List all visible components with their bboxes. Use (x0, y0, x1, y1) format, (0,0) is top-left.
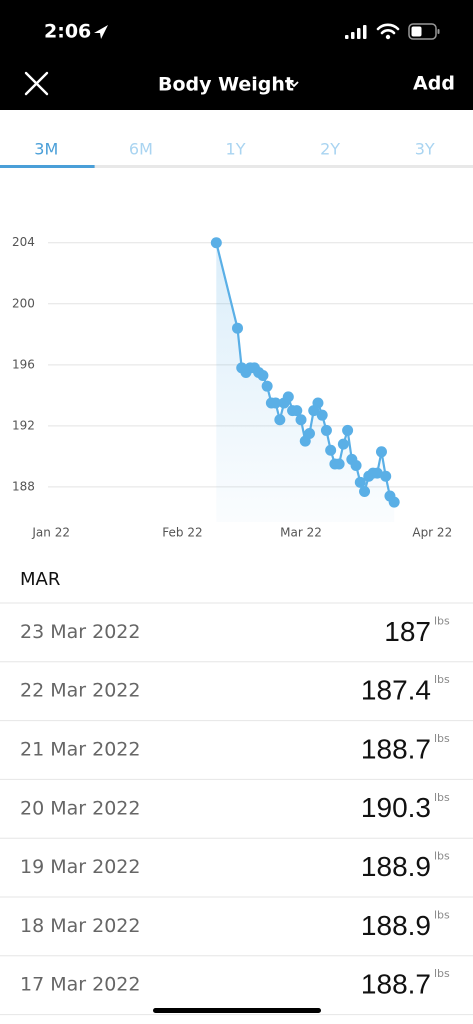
y-tick-label: 204 (12, 235, 35, 249)
data-point (261, 380, 273, 392)
section-header: MAR (20, 569, 60, 590)
row-value[interactable]: 188.7 (361, 969, 431, 1000)
data-point (333, 458, 345, 470)
battery-level (411, 26, 422, 37)
row-value[interactable]: 187.4 (361, 675, 431, 706)
battery-icon (408, 23, 437, 40)
row-unit: lbs (434, 614, 450, 627)
data-point (295, 414, 307, 426)
row-unit: lbs (434, 908, 450, 921)
row-value[interactable]: 190.3 (361, 792, 431, 823)
row-unit: lbs (434, 791, 450, 804)
battery-tip (437, 29, 440, 34)
data-point (232, 322, 243, 334)
tab[interactable]: 1Y (226, 140, 246, 159)
wifi-icon (376, 23, 400, 35)
signal-icon (345, 25, 367, 39)
data-point (316, 409, 328, 421)
y-tick-label: 196 (12, 357, 35, 371)
x-tick-label: Feb 22 (162, 526, 202, 540)
home-indicator (153, 1008, 321, 1013)
row-date[interactable]: 17 Mar 2022 (20, 974, 140, 996)
row-unit: lbs (434, 967, 450, 980)
tab[interactable]: 3Y (415, 140, 435, 159)
row-value[interactable]: 188.9 (361, 910, 431, 941)
tab[interactable]: 3M (34, 140, 58, 159)
row-date[interactable]: 20 Mar 2022 (20, 797, 140, 819)
data-point (291, 405, 303, 417)
top-bar (0, 0, 473, 110)
y-tick-label: 192 (12, 418, 35, 432)
data-point (354, 476, 366, 488)
x-tick-label: Mar 22 (280, 526, 322, 540)
row-unit: lbs (434, 850, 450, 863)
row-date[interactable]: 21 Mar 2022 (20, 739, 140, 761)
row-date[interactable]: 23 Mar 2022 (20, 621, 140, 643)
row-unit: lbs (434, 732, 450, 745)
data-point (359, 485, 371, 497)
location-icon (94, 25, 108, 39)
data-point (320, 424, 332, 436)
data-point (303, 427, 315, 439)
data-point (350, 460, 362, 472)
data-point (388, 496, 400, 508)
data-point (282, 391, 294, 403)
data-point (312, 397, 324, 409)
add-button[interactable]: Add (413, 73, 455, 95)
row-value[interactable]: 188.9 (361, 851, 431, 882)
data-point (371, 467, 383, 479)
row-value[interactable]: 187 (384, 616, 431, 647)
data-point (337, 438, 349, 450)
header-title[interactable]: Body Weight (158, 74, 294, 96)
tab[interactable]: 2Y (320, 140, 340, 159)
y-tick-label: 188 (12, 479, 35, 493)
x-tick-label: Apr 22 (412, 526, 452, 540)
data-point (342, 424, 354, 436)
data-point (210, 237, 222, 249)
close-button[interactable] (24, 71, 49, 96)
row-date[interactable]: 22 Mar 2022 (20, 680, 140, 702)
data-point (380, 470, 392, 482)
tab[interactable]: 6M (129, 140, 153, 159)
data-point (274, 414, 286, 426)
data-point (270, 397, 282, 409)
data-point (375, 446, 387, 458)
tab-track (0, 165, 473, 168)
row-unit: lbs (434, 673, 450, 686)
status-time: 2:06 (44, 21, 91, 43)
row-value[interactable]: 188.7 (361, 733, 431, 764)
row-date[interactable]: 19 Mar 2022 (20, 856, 140, 878)
x-tick-label: Jan 22 (31, 526, 70, 540)
data-point (325, 444, 337, 456)
wifi-dot (385, 34, 391, 40)
y-tick-label: 200 (12, 296, 35, 310)
data-point (257, 369, 269, 381)
row-date[interactable]: 18 Mar 2022 (20, 915, 140, 937)
title-chevron[interactable] (289, 81, 299, 88)
tab-indicator (0, 165, 95, 168)
